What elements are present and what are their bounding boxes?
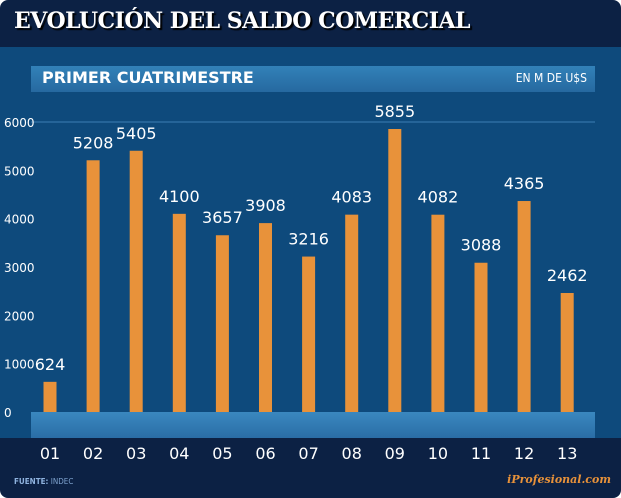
x-tick-label: 10 xyxy=(428,444,448,463)
bar xyxy=(345,214,359,412)
subtitle-bar: PRIMER CUATRIMESTRE EN M DE U$S xyxy=(31,66,595,92)
y-tick-label: 6000 xyxy=(4,116,35,130)
x-tick-label: 12 xyxy=(514,444,534,463)
data-label: 3088 xyxy=(461,236,502,255)
data-label: 5208 xyxy=(73,133,114,152)
bar xyxy=(517,201,531,412)
bar xyxy=(259,223,272,412)
y-tick-label: 5000 xyxy=(4,164,35,178)
x-tick-label: 02 xyxy=(83,444,103,463)
baseline-strip xyxy=(31,412,595,438)
chart-title: EVOLUCIÓN DEL SALDO COMERCIAL xyxy=(14,8,471,34)
data-label: 624 xyxy=(35,355,66,374)
y-tick-label: 4000 xyxy=(4,213,35,227)
data-label: 2462 xyxy=(547,266,588,285)
source-note: FUENTE: INDEC xyxy=(14,477,73,486)
data-label: 4365 xyxy=(504,174,545,193)
unit-label: EN M DE U$S xyxy=(515,71,587,85)
bar xyxy=(215,235,229,412)
x-tick-label: 01 xyxy=(40,444,60,463)
chart-subtitle: PRIMER CUATRIMESTRE xyxy=(42,68,254,87)
x-tick-label: 11 xyxy=(471,444,491,463)
x-tick-label: 03 xyxy=(126,444,146,463)
data-label: 3216 xyxy=(288,230,329,249)
data-label: 4082 xyxy=(418,188,459,207)
brand-logo: iProfesional.com xyxy=(507,473,611,486)
y-tick-label: 3000 xyxy=(4,261,35,275)
x-tick-label: 08 xyxy=(342,444,362,463)
x-tick-label: 09 xyxy=(385,444,405,463)
bar xyxy=(388,129,402,412)
bar xyxy=(302,256,316,412)
data-label: 3657 xyxy=(202,208,243,227)
bar xyxy=(560,293,574,412)
x-tick-label: 06 xyxy=(255,444,275,463)
data-label: 5405 xyxy=(116,124,157,143)
x-tick-label: 04 xyxy=(169,444,189,463)
bar xyxy=(172,213,186,412)
y-tick-label: 2000 xyxy=(4,309,35,323)
source-value: INDEC xyxy=(50,477,74,486)
bar xyxy=(431,214,445,412)
data-label: 3908 xyxy=(245,196,286,215)
bar xyxy=(43,381,57,412)
x-tick-label: 13 xyxy=(557,444,577,463)
y-tick-label: 1000 xyxy=(4,358,35,372)
data-label: 5855 xyxy=(374,102,415,121)
x-tick-label: 05 xyxy=(212,444,232,463)
y-tick-label: 0 xyxy=(4,406,12,420)
source-label: FUENTE: xyxy=(14,477,49,486)
x-tick-label: 07 xyxy=(298,444,318,463)
data-label: 4100 xyxy=(159,187,200,206)
bar xyxy=(86,160,100,412)
bar xyxy=(474,262,488,412)
bar xyxy=(129,150,143,412)
data-label: 4083 xyxy=(331,188,372,207)
